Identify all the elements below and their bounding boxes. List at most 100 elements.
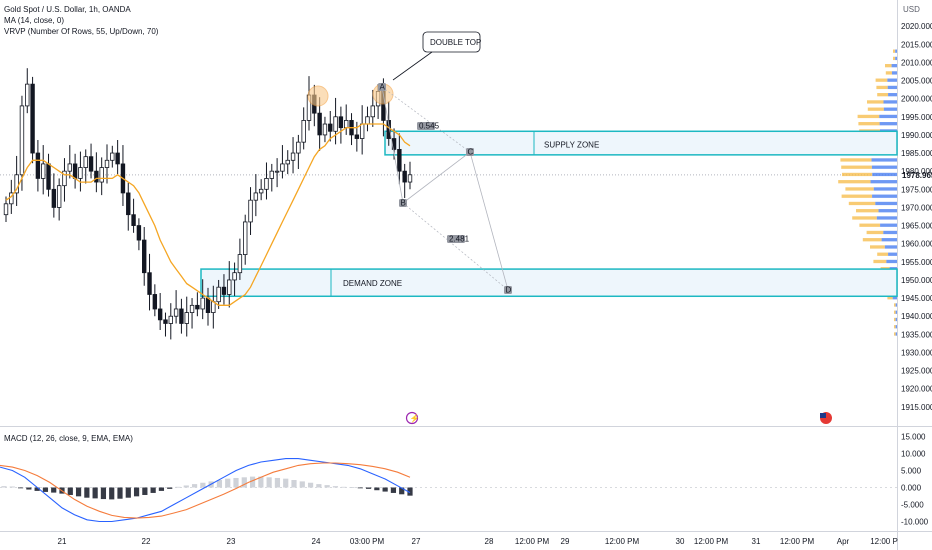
callout-pointer [392,51,433,81]
volume-profile-bar [859,223,881,227]
volume-profile-bar [883,230,897,235]
volume-profile-bar [887,85,897,90]
candle-body [152,294,158,310]
volume-profile-bar [867,100,884,104]
price-tick-label: 1970.000 [901,203,932,212]
candle-body [14,174,19,194]
volume-profile-bar [845,187,874,191]
volume-profile-bar [891,64,897,68]
macd-histogram-bar [100,487,107,500]
volume-profile-bar [878,209,897,213]
macd-histogram-bar [117,487,123,499]
macd-histogram-bar [125,487,131,498]
macd-histogram-bar [291,480,297,488]
time-tick-label: 30 [676,537,685,546]
double-top-callout [422,31,481,53]
volume-profile-bar [873,259,887,264]
volume-profile-bar [838,180,871,184]
last-price-label: 1978.965 [902,171,932,180]
volume-profile-bar [841,194,873,198]
us-flag-canton-icon [820,413,826,418]
macd-histogram-bar [191,484,198,488]
candle-body [168,315,173,324]
candle-body [78,167,83,179]
candle-body [67,163,72,172]
volume-profile-bar [852,216,877,220]
currency-label: USD [903,5,920,14]
macd-histogram-bar [241,477,247,488]
volume-profile-bar [862,238,882,242]
candle-body [338,116,344,129]
macd-histogram-bar [225,478,231,488]
candle-body [221,286,227,295]
candle-body [365,116,370,125]
candle-body [131,214,136,226]
macd-histogram-bar [200,482,206,488]
candle-body [51,188,57,208]
candle-body [205,297,211,313]
candle-body [94,170,99,183]
volume-profile-bar [888,93,897,97]
candle-body [147,272,152,295]
ma-indicator-label[interactable]: MA (14, close, 0) [4,16,65,25]
candle-body [83,156,88,168]
candle-body [328,123,333,132]
double-top-marker [307,85,329,107]
candle-body [110,152,115,161]
volume-profile-bar [879,114,897,119]
candle-body [115,152,120,165]
price-tick-label: 1995.000 [901,113,932,122]
price-tick-label: 2010.000 [901,58,932,67]
candle-body [72,163,78,179]
volume-profile-bar [857,114,880,119]
price-tick-label: 1990.000 [901,131,932,140]
macd-indicator-label[interactable]: MACD (12, 26, close, 9, EMA, EMA) [4,434,133,443]
candle-body [253,192,259,201]
macd-tick-label: 15.000 [901,433,926,442]
volume-profile-bar [875,201,897,206]
candle-body [407,174,413,183]
candle-body [269,170,274,179]
macd-histogram-bar [249,476,256,488]
pattern-point-label: B [401,199,406,208]
candle-body [243,221,248,255]
price-tick-label: 1950.000 [901,276,932,285]
price-tick-label: 1915.000 [901,403,932,412]
price-tick-label: 2005.000 [901,77,932,86]
time-tick-label: 12:00 P [870,537,898,546]
price-tick-label: 1975.000 [901,185,932,194]
volume-profile-bar [895,56,897,61]
time-tick-label: Apr [837,537,850,546]
candle-body [99,167,104,183]
volume-profile-bar [892,296,897,300]
candle-body [136,225,142,241]
candle-body [163,319,168,324]
volume-profile-bar [895,317,897,322]
candle-body [179,308,184,324]
pattern-point-label: C [468,148,474,157]
candle-body [195,304,200,310]
demand-zone [200,268,898,298]
candle-body [344,120,349,129]
macd-histogram-bar [407,487,413,496]
candle-body [285,159,290,165]
macd-histogram-bar [51,487,57,493]
candle-body [354,134,360,139]
symbol-title[interactable]: Gold Spot / U.S. Dollar, 1h, OANDA [4,5,131,14]
macd-histogram-bar [374,487,380,491]
time-tick-label: 12:00 PM [780,537,815,546]
macd-histogram-bar [34,487,40,491]
candle-body [232,272,237,281]
volume-profile-bar [866,230,884,235]
macd-histogram-bar [266,477,272,488]
candle-body [184,312,189,324]
time-tick-label: 28 [485,537,494,546]
vrvp-indicator-label[interactable]: VRVP (Number Of Rows, 55, Up/Down, 70) [4,27,159,36]
ratio-label: 2.481 [449,235,470,244]
macd-line [0,458,411,523]
volume-profile-bar [877,93,889,97]
volume-profile-bar [895,310,897,314]
pattern-point-label: D [506,286,512,295]
